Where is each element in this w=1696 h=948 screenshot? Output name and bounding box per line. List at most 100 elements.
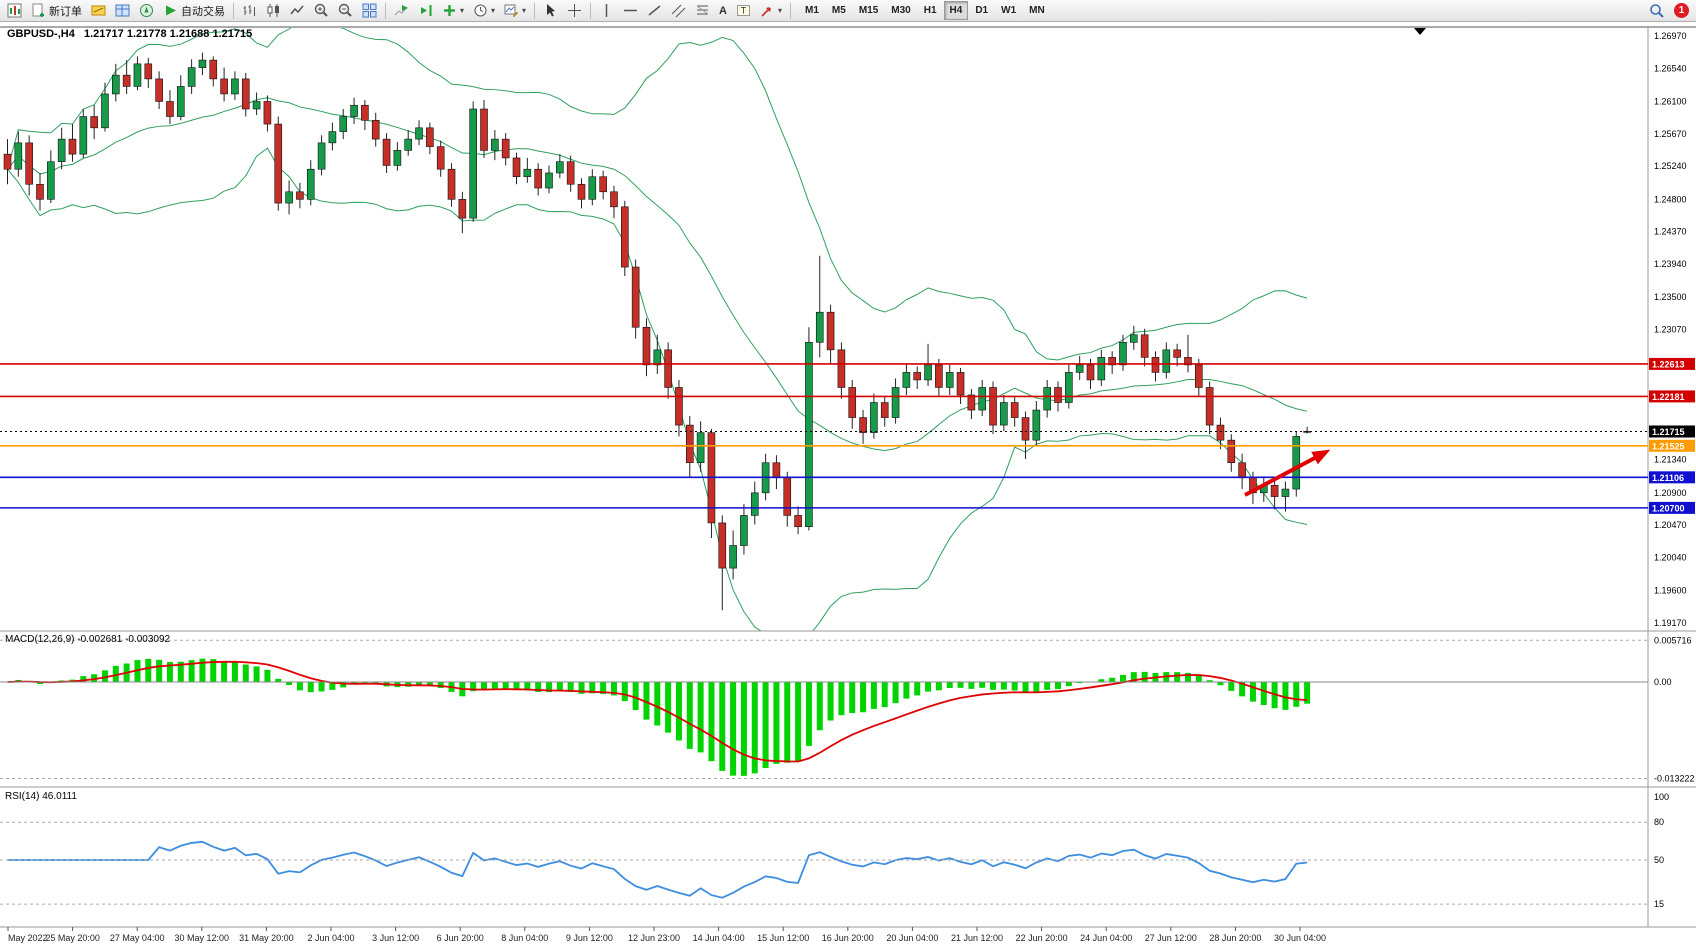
timeframe-m15-button[interactable]: M15 [853, 1, 884, 20]
toolbar-separator [233, 2, 234, 19]
add-indicator-icon [444, 5, 455, 16]
svg-text:1.26540: 1.26540 [1654, 63, 1687, 73]
svg-text:27 May 04:00: 27 May 04:00 [110, 933, 165, 943]
svg-text:16 Jun 20:00: 16 Jun 20:00 [822, 933, 874, 943]
svg-text:6 Jun 20:00: 6 Jun 20:00 [437, 933, 484, 943]
timeframe-h1-button[interactable]: H1 [918, 1, 943, 20]
cursor-button[interactable] [539, 1, 562, 21]
svg-text:2 Jun 04:00: 2 Jun 04:00 [307, 933, 354, 943]
chart-area[interactable]: GBPUSD-,H4 1.21717 1.21778 1.21688 1.217… [0, 22, 1696, 948]
svg-text:1.26100: 1.26100 [1654, 96, 1687, 106]
chart-shift-icon [421, 5, 432, 16]
navigator-icon [140, 4, 153, 17]
arrow-tool-icon [761, 7, 771, 17]
text-label-tool-button[interactable]: T [732, 1, 755, 21]
zoom-in-icon [314, 3, 328, 17]
horizontal-line-icon [624, 9, 638, 12]
svg-text:May 2022: May 2022 [8, 933, 48, 943]
toolbar-separator [385, 2, 386, 19]
zoom-out-icon [338, 3, 352, 17]
candlestick-chart-icon [7, 3, 22, 18]
svg-text:1.23500: 1.23500 [1654, 292, 1687, 302]
timeframe-d1-button[interactable]: D1 [969, 1, 994, 20]
navigator-button[interactable] [135, 1, 158, 21]
svg-text:1.21340: 1.21340 [1654, 455, 1687, 465]
new-order-icon [32, 3, 44, 17]
templates-button[interactable]: ▾ [500, 1, 530, 21]
svg-text:28 Jun 20:00: 28 Jun 20:00 [1209, 933, 1261, 943]
data-window-icon [115, 4, 130, 17]
svg-text:50: 50 [1654, 855, 1664, 865]
arrows-tool-button[interactable]: ▾ [756, 1, 786, 21]
chart-canvas[interactable]: 1.26970 1.26540 1.26100 1.25670 1.25240 1.248… [0, 22, 1696, 948]
timeframe-h4-button[interactable]: H4 [943, 1, 969, 20]
crosshair-icon [568, 4, 582, 17]
timeframe-toolbar: M1 M5 M15 M30 H1 H4 D1 W1 MN [799, 1, 1051, 20]
trendline-tool-button[interactable] [643, 1, 666, 21]
svg-text:1.21525: 1.21525 [1652, 441, 1685, 451]
zoom-in-button[interactable] [310, 1, 333, 21]
svg-text:25 May 20:00: 25 May 20:00 [45, 933, 100, 943]
new-order-label: 新订单 [49, 5, 82, 18]
tile-windows-icon [362, 3, 377, 18]
market-watch-button[interactable] [87, 1, 110, 21]
timeframe-w1-button[interactable]: W1 [995, 1, 1022, 20]
svg-text:100: 100 [1654, 792, 1669, 802]
bar-chart-button[interactable] [238, 1, 261, 21]
data-window-button[interactable] [111, 1, 134, 21]
fibonacci-tool-button[interactable] [691, 1, 714, 21]
svg-text:1.25670: 1.25670 [1654, 129, 1687, 139]
svg-text:1.19170: 1.19170 [1654, 618, 1687, 628]
new-order-button[interactable]: 新订单 [27, 1, 86, 21]
chevron-down-icon: ▾ [491, 5, 496, 15]
svg-text:80: 80 [1654, 817, 1664, 827]
chart-shift-button[interactable] [414, 1, 437, 21]
svg-text:-0.013222: -0.013222 [1654, 774, 1695, 784]
horizontal-line-tool-button[interactable] [619, 1, 642, 21]
main-toolbar: 新订单 自动交易 ▾ ▾ [0, 0, 1696, 22]
svg-text:1.23070: 1.23070 [1654, 325, 1687, 335]
timeframe-m1-button[interactable]: M1 [799, 1, 825, 20]
channel-icon [671, 4, 686, 18]
zoom-out-button[interactable] [334, 1, 357, 21]
chevron-down-icon: ▾ [522, 5, 527, 15]
auto-scroll-button[interactable] [390, 1, 413, 21]
tile-windows-button[interactable] [358, 1, 381, 21]
toolbar-right-group: 1 [1645, 1, 1693, 21]
toolbar-separator [590, 2, 592, 19]
svg-text:1.26970: 1.26970 [1654, 31, 1687, 41]
svg-text:1.23940: 1.23940 [1654, 259, 1687, 269]
svg-text:8 Jun 04:00: 8 Jun 04:00 [501, 933, 548, 943]
chevron-down-icon: ▾ [460, 5, 465, 15]
vertical-line-tool-button[interactable] [595, 1, 618, 21]
new-chart-button[interactable] [3, 1, 26, 21]
auto-trading-button[interactable]: 自动交易 [159, 1, 229, 21]
svg-text:15 Jun 12:00: 15 Jun 12:00 [757, 933, 809, 943]
candlestick-mode-button[interactable] [262, 1, 285, 21]
svg-text:30 Jun 04:00: 30 Jun 04:00 [1274, 933, 1326, 943]
svg-text:0.005716: 0.005716 [1654, 635, 1692, 645]
macd-indicator-label: MACD(12,26,9) -0.002681 -0.003092 [5, 634, 171, 645]
search-button[interactable] [1645, 1, 1669, 21]
toolbar-separator [534, 2, 536, 19]
svg-text:27 Jun 12:00: 27 Jun 12:00 [1145, 933, 1197, 943]
text-label-icon: T [737, 5, 750, 16]
svg-text:1.22181: 1.22181 [1652, 392, 1685, 402]
symbol-ohlc-label: GBPUSD-,H4 1.21717 1.21778 1.21688 1.217… [7, 28, 253, 40]
candlestick-mode-icon [267, 4, 279, 17]
crosshair-button[interactable] [563, 1, 586, 21]
timeframe-mn-button[interactable]: MN [1023, 1, 1051, 20]
svg-text:1.19600: 1.19600 [1654, 586, 1687, 596]
channel-tool-button[interactable] [667, 1, 690, 21]
notification-badge[interactable]: 1 [1674, 3, 1689, 18]
indicators-button[interactable]: ▾ [438, 1, 468, 21]
line-chart-button[interactable] [286, 1, 309, 21]
periods-button[interactable]: ▾ [469, 1, 499, 21]
svg-text:14 Jun 04:00: 14 Jun 04:00 [693, 933, 745, 943]
line-chart-icon [290, 5, 304, 15]
timeframe-m5-button[interactable]: M5 [826, 1, 852, 20]
trendline-icon [648, 5, 661, 16]
timeframe-m30-button[interactable]: M30 [885, 1, 916, 20]
market-watch-icon [91, 5, 106, 16]
text-tool-button[interactable]: A [715, 1, 731, 21]
